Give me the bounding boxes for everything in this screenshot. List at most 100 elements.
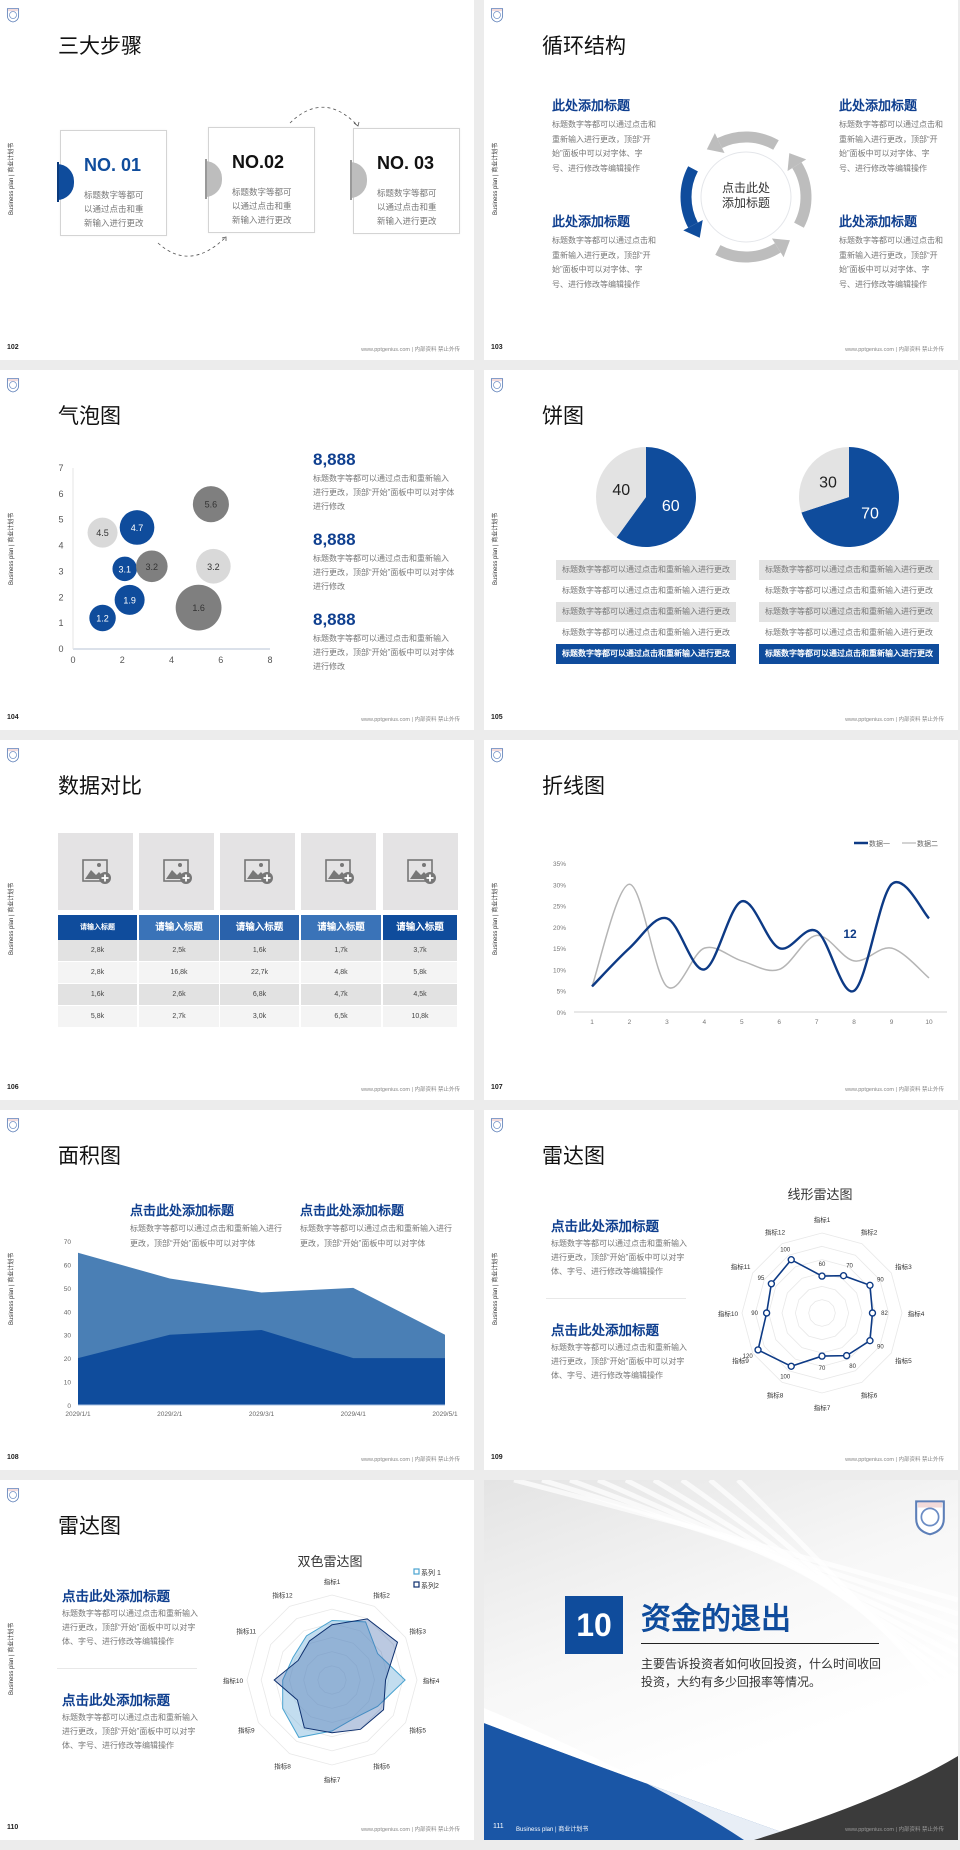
- bubble[interactable]: [119, 510, 155, 545]
- slide-102[interactable]: Business plan | 商业计划书 102 www.pptgenius.co…: [0, 0, 474, 360]
- y-tick-label: 4: [58, 541, 63, 551]
- logo-shield: [490, 378, 504, 393]
- bubble[interactable]: [192, 486, 229, 523]
- x-tick-label: 7: [815, 1019, 819, 1026]
- slide-104[interactable]: Business plan | 商业计划书 104 www.pptgenius.co…: [0, 370, 474, 730]
- x-tick-label: 10: [925, 1019, 933, 1026]
- table-header[interactable]: 请输入标题: [220, 915, 300, 940]
- pie-caption-row: 标题数字等都可以通过点击和重新输入进行更改: [759, 623, 939, 643]
- image-placeholder[interactable]: [58, 833, 133, 910]
- slide-107[interactable]: Business plan | 商业计划书 107 www.pptgenius.co…: [484, 740, 958, 1100]
- radar-point[interactable]: [754, 1346, 762, 1354]
- series-line-2: [591, 883, 930, 989]
- y-tick-label: 0: [58, 644, 63, 654]
- radar-point[interactable]: [842, 1351, 851, 1360]
- step-card-3[interactable]: NO. 03 标题数字等都可以通过点击和重新输入进行更改: [350, 128, 460, 234]
- bubble[interactable]: [196, 548, 231, 584]
- plus: [182, 874, 190, 882]
- y-tick-label: 30%: [553, 882, 566, 889]
- data-annotation: 12: [843, 927, 857, 941]
- step-card-1[interactable]: NO. 01 标题数字等都可以通过点击和重新输入进行更改: [57, 130, 167, 236]
- bubble[interactable]: [89, 604, 116, 632]
- table-header[interactable]: 请输入标题: [301, 915, 382, 940]
- logo-shield: [490, 748, 504, 763]
- table-cell: 2,8k: [58, 962, 138, 984]
- bubble[interactable]: [112, 556, 137, 582]
- pie-slice[interactable]: [596, 447, 646, 538]
- slide-110[interactable]: Business plan | 商业计划书 110 www.pptgenius.co…: [0, 1480, 474, 1840]
- radar-point[interactable]: [767, 1280, 776, 1288]
- decorative-curve: [708, 1480, 958, 1700]
- radar-axis-label: 指标7: [814, 1403, 831, 1412]
- table-cell: 3,7k: [383, 940, 458, 962]
- radar-grid-ring: [808, 1299, 836, 1327]
- radar-point[interactable]: [839, 1271, 848, 1280]
- bubble-label: 1.2: [96, 613, 109, 623]
- radar-value-label: 60: [819, 1262, 826, 1268]
- sun: [340, 863, 344, 867]
- table-header[interactable]: 请输入标题: [139, 915, 220, 940]
- slide-105[interactable]: Business plan | 商业计划书 105 www.pptgenius.co…: [484, 370, 958, 730]
- area-text-block: 点击此处添加标题 标题数字等都可以通过点击和重新输入进行更改，顶部“开始”面板中可…: [130, 1200, 282, 1251]
- radar-axis-label: 指标9: [732, 1356, 749, 1365]
- bubble[interactable]: [87, 517, 118, 548]
- table-cell: 6,5k: [301, 1006, 382, 1028]
- step-card-2[interactable]: NO.02 标题数字等都可以通过点击和重新输入进行更改: [205, 127, 315, 233]
- page-number: 104: [7, 714, 19, 721]
- radar-point[interactable]: [818, 1352, 826, 1360]
- radar-point[interactable]: [868, 1309, 877, 1317]
- page-number: 109: [491, 1454, 503, 1461]
- pie-slice[interactable]: [616, 447, 696, 547]
- stat-value: 8,888: [313, 450, 356, 469]
- table-header[interactable]: 请输入标题: [58, 915, 138, 940]
- slide-109[interactable]: Business plan | 商业计划书 109 www.pptgenius.co…: [484, 1110, 958, 1470]
- pie-caption-row: 标题数字等都可以通过点击和重新输入进行更改: [759, 602, 939, 622]
- pie-caption-row: 标题数字等都可以通过点击和重新输入进行更改: [556, 602, 736, 622]
- x-tick-label: 1: [590, 1019, 594, 1026]
- stat-text: 标题数字等都可以通过点击和重新输入进行更改，顶部“开始”面板中可以对字体进行修改: [313, 554, 455, 591]
- table-cell: 2,5k: [139, 940, 220, 962]
- frame: [244, 859, 270, 882]
- chart-title: 双色雷达图: [297, 1554, 362, 1569]
- pie-slice[interactable]: [799, 447, 849, 513]
- table-cell: 1,6k: [220, 940, 300, 962]
- arrowhead-icon: [771, 238, 790, 258]
- radar-point[interactable]: [866, 1336, 874, 1345]
- radar-point[interactable]: [818, 1272, 826, 1280]
- page-number: 107: [491, 1084, 503, 1091]
- bubble[interactable]: [135, 550, 168, 583]
- radar-text-block: 点击此处添加标题 标题数字等都可以通过点击和重新输入进行更改，顶部“开始”面板中可…: [551, 1319, 691, 1383]
- slide-108[interactable]: Business plan | 商业计划书 108 www.pptgenius.co…: [0, 1110, 474, 1470]
- radar-point[interactable]: [787, 1256, 795, 1264]
- connector-arrows: [157, 106, 360, 257]
- radar-value-label: 90: [877, 1277, 884, 1283]
- add-image-icon: [163, 859, 192, 884]
- bubble-label: 1.9: [123, 595, 136, 605]
- image-placeholder[interactable]: [383, 833, 458, 910]
- bubble-label: 5.6: [205, 500, 218, 510]
- y-tick-label: 70: [64, 1239, 72, 1246]
- radar-point[interactable]: [866, 1281, 874, 1290]
- radar-series-2: [273, 1618, 399, 1734]
- block-heading: 点击此处添加标题: [300, 1203, 405, 1218]
- radar-point[interactable]: [787, 1362, 795, 1370]
- image-placeholder[interactable]: [301, 833, 376, 910]
- slide-106[interactable]: Business plan | 商业计划书 106 www.pptgenius.co…: [0, 740, 474, 1100]
- radar-axis-label: 指标10: [223, 1676, 244, 1685]
- bubble-chart: 0 2 4 6 8 0 1 2 3 4 5 6 7 4.5 4.7 5.6 3.1 3.2 3.2 1.9 1.2 1.6: [58, 463, 272, 665]
- logo-shield: [6, 1488, 20, 1503]
- block-heading: 此处添加标题: [552, 214, 631, 229]
- radar-point[interactable]: [762, 1309, 771, 1317]
- pie-label: 30: [819, 475, 837, 492]
- image-placeholder[interactable]: [139, 833, 214, 910]
- bubble[interactable]: [114, 584, 145, 615]
- slide-103[interactable]: Business plan | 商业计划书 103 www.pptgenius.co…: [484, 0, 958, 360]
- slide-111[interactable]: 10 资金的退出 主要告诉投资者如何收回投资，什么时间收回投资，大约有多少回报率等情…: [484, 1480, 958, 1840]
- bubble[interactable]: [175, 584, 222, 631]
- radar-grid-ring: [289, 1637, 375, 1723]
- image-placeholder[interactable]: [220, 833, 295, 910]
- pie-slice[interactable]: [801, 447, 899, 547]
- radar-axis-label: 指标3: [409, 1627, 426, 1636]
- cycle-arc: [680, 166, 698, 228]
- table-header[interactable]: 请输入标题: [383, 915, 458, 940]
